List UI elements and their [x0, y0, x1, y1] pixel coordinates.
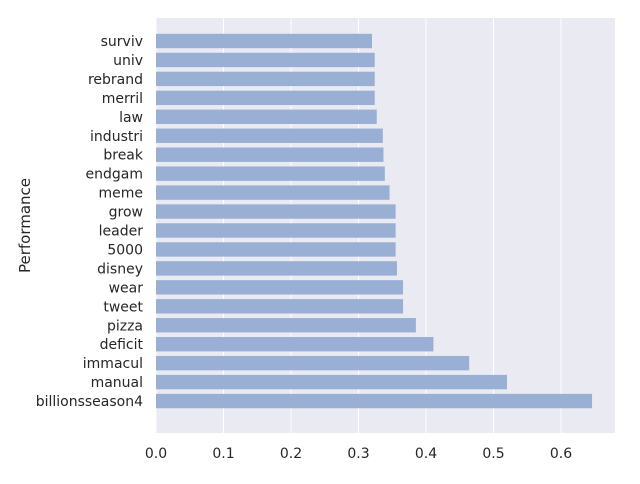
x-tick-label: 0.1 — [212, 446, 234, 462]
y-tick-label: wear — [109, 280, 144, 296]
bar-grow — [156, 204, 396, 219]
y-tick-label: industri — [90, 129, 143, 145]
y-tick-label: break — [103, 148, 144, 164]
y-tick-label: surviv — [101, 34, 143, 50]
bar-disney — [156, 261, 397, 276]
bar-leader — [156, 223, 396, 238]
bar-law — [156, 109, 377, 124]
y-tick-labels: surviv univ rebrand merril law industri break e… — [36, 34, 144, 410]
y-tick-label: 5000 — [107, 242, 143, 258]
x-tick-label: 0.6 — [550, 446, 572, 462]
y-tick-label: deficit — [100, 337, 144, 353]
x-tick-label: 0.2 — [280, 446, 302, 462]
bar-deficit — [156, 337, 434, 352]
bar-tweet — [156, 299, 404, 314]
bar-5000 — [156, 242, 396, 257]
y-tick-label: rebrand — [88, 72, 143, 88]
y-tick-label: merril — [102, 91, 143, 107]
bar-merril — [156, 90, 375, 106]
bar-break — [156, 147, 384, 162]
y-tick-label: meme — [98, 186, 143, 202]
x-tick-label: 0.3 — [347, 446, 369, 462]
bar-surviv — [156, 33, 372, 49]
y-tick-label: univ — [113, 53, 143, 69]
bar-manual — [156, 374, 507, 390]
bar-pizza — [156, 318, 416, 333]
y-tick-label: manual — [91, 375, 143, 391]
y-tick-label: endgam — [86, 167, 143, 183]
bar-industri — [156, 128, 383, 143]
y-tick-label: grow — [109, 205, 143, 221]
bar-rebrand — [156, 71, 375, 87]
y-tick-label: billionsseason4 — [36, 394, 143, 410]
bar-meme — [156, 185, 390, 200]
x-tick-label: 0.4 — [415, 446, 437, 462]
y-tick-label: disney — [97, 261, 143, 277]
y-tick-label: tweet — [103, 299, 143, 315]
bar-endgam — [156, 166, 385, 181]
bar-billionsseason4 — [156, 393, 593, 409]
x-tick-label: 0.5 — [482, 446, 504, 462]
y-tick-label: leader — [99, 224, 144, 240]
bar-wear — [156, 280, 404, 295]
bars — [156, 33, 593, 409]
y-tick-label: immacul — [83, 356, 143, 372]
x-tick-labels: 0.0 0.1 0.2 0.3 0.4 0.5 0.6 — [145, 446, 572, 462]
x-tick-label: 0.0 — [145, 446, 167, 462]
bar-immacul — [156, 355, 470, 371]
bar-univ — [156, 52, 375, 68]
y-tick-label: law — [119, 110, 143, 126]
y-tick-label: pizza — [107, 318, 143, 334]
y-axis-label: Performance — [16, 178, 34, 273]
